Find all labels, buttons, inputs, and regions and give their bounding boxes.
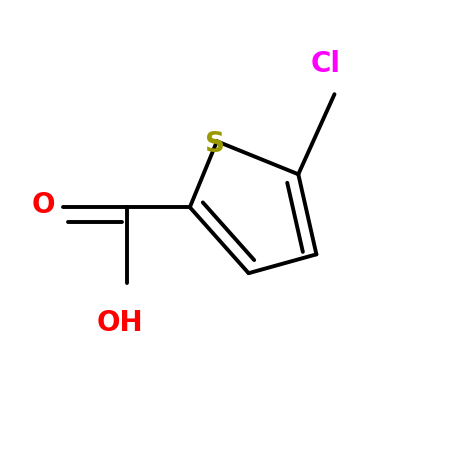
Text: S: S xyxy=(204,130,224,158)
Text: O: O xyxy=(31,191,55,219)
Text: Cl: Cl xyxy=(310,49,340,78)
Text: OH: OH xyxy=(96,309,143,337)
